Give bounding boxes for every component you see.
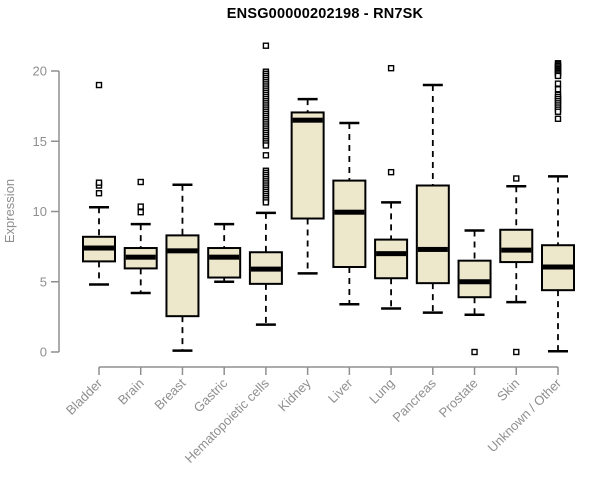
iqr-box (415, 184, 450, 285)
iqr-box (165, 234, 200, 318)
outlier-point (554, 72, 562, 80)
iqr-box (499, 228, 534, 264)
box-brain (123, 178, 158, 295)
median-bar (292, 117, 323, 123)
y-tick-label: 20 (33, 64, 47, 79)
outlier-point (95, 190, 103, 197)
x-tick-label: Brain (115, 376, 147, 408)
x-tick-label: Kidney (275, 375, 314, 414)
outlier-point (262, 199, 270, 206)
x-tick-label: Unknown / Other (485, 375, 565, 455)
box-prostate (457, 229, 492, 356)
outlier-point (387, 64, 395, 72)
x-tick-label: Skin (494, 376, 522, 404)
iqr-box (207, 247, 242, 279)
box-breast (165, 183, 200, 352)
median-bar (125, 254, 156, 260)
outlier-point (554, 86, 562, 93)
y-tick-label: 5 (40, 274, 47, 289)
chart-title: ENSG00000202198 - RN7SK (226, 6, 424, 22)
y-tick-label: 10 (33, 204, 47, 219)
iqr-box (290, 111, 325, 220)
outlier-point (137, 178, 144, 186)
outlier-point (262, 42, 270, 49)
median-bar (84, 245, 114, 251)
outlier-point (95, 81, 103, 89)
x-tick-label: Liver (325, 375, 356, 406)
outlier-point (554, 108, 562, 115)
median-bar (376, 251, 407, 257)
median-bar (250, 266, 281, 272)
box-bladder (82, 81, 116, 286)
median-bar (459, 279, 490, 285)
x-tick-label: Bladder (63, 375, 106, 418)
median-bar (209, 254, 240, 260)
box-liver (332, 121, 367, 306)
box-pancreas (415, 83, 450, 314)
median-bar (542, 264, 573, 270)
outlier-point (554, 80, 562, 87)
box-gastric (207, 222, 242, 283)
box-hematopoietic-cells (248, 42, 283, 326)
y-tick-label: 15 (33, 134, 47, 149)
y-axis-title: Expression (2, 179, 17, 243)
x-tick-label: Breast (151, 375, 188, 412)
outlier-point (137, 203, 144, 210)
outlier-point (262, 152, 270, 159)
x-tick-label: Gastric (191, 375, 231, 415)
outlier-point (137, 209, 144, 216)
iqr-box (457, 259, 492, 299)
box-skin (499, 175, 534, 356)
outlier-point (262, 142, 270, 149)
outlier-point (471, 348, 478, 356)
x-tick-label: Lung (366, 376, 397, 407)
median-bar (334, 209, 365, 215)
outlier-point (513, 175, 520, 182)
outlier-point (387, 168, 395, 176)
iqr-box (332, 179, 367, 268)
box-unknown-other (540, 60, 575, 353)
median-bar (417, 246, 448, 252)
y-tick-label: 0 (40, 345, 47, 360)
median-bar (501, 247, 532, 253)
box-lung (374, 64, 409, 310)
x-tick-label: Pancreas (389, 375, 439, 425)
outlier-point (95, 179, 103, 186)
x-tick-label: Prostate (436, 376, 481, 421)
box-kidney (290, 97, 325, 275)
median-bar (167, 248, 198, 254)
iqr-box (374, 238, 409, 280)
outlier-point (513, 348, 520, 356)
outlier-point (554, 115, 562, 122)
